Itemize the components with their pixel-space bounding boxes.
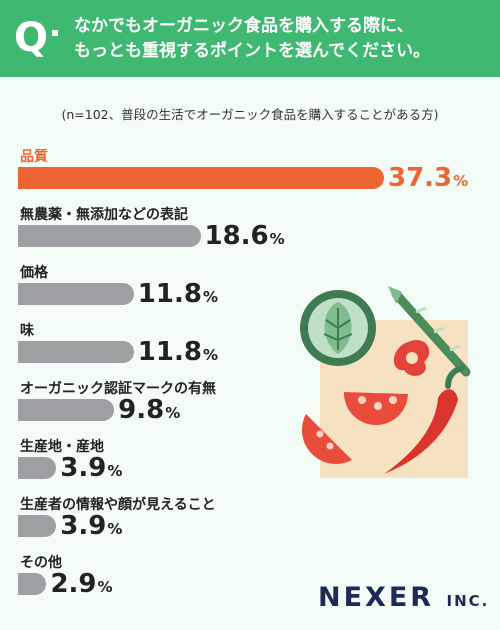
bar-label: 価格 [20, 265, 48, 281]
value-label: 3.9% [60, 513, 122, 542]
value-label: 9.8% [118, 397, 180, 426]
value-unit: % [107, 520, 123, 538]
chili-pepper-icon [384, 365, 465, 474]
value-number: 11.8 [137, 337, 202, 367]
question-title-line1: なかでもオーガニック食品を購入する際に、 [74, 16, 414, 36]
bar [18, 399, 115, 421]
question-title: なかでもオーガニック食品を購入する際に、 もっとも重視するポイントを選んでくださ… [74, 14, 494, 64]
question-dot [52, 30, 58, 36]
tomato-slice-icon [343, 392, 408, 426]
bar-label: 無農薬・無添加などの表記 [20, 207, 188, 223]
value-label: 3.9% [60, 455, 122, 484]
bar [18, 573, 47, 595]
bar [18, 225, 201, 247]
value-number: 18.6 [204, 221, 269, 251]
value-number: 37.3 [388, 163, 453, 193]
value-unit: % [165, 404, 181, 422]
asparagus-icon [388, 286, 471, 377]
cabbage-icon [300, 290, 376, 366]
value-unit: % [202, 288, 218, 306]
bar [18, 167, 384, 189]
header-banner: Q なかでもオーガニック食品を購入する際に、 もっとも重視するポイントを選んでく… [0, 0, 500, 77]
value-label: 11.8% [138, 339, 218, 368]
value-unit: % [269, 230, 285, 248]
value-label: 11.8% [138, 281, 218, 310]
bar-label: 生産地・産地 [20, 439, 104, 455]
pepper-ring-icon [393, 340, 430, 376]
value-unit: % [202, 346, 218, 364]
logo-suffix: INC. [446, 592, 490, 610]
value-label: 37.3% [388, 165, 468, 194]
vegetables-illustration [300, 286, 471, 478]
value-number: 3.9 [60, 453, 107, 483]
nexer-logo: NEXER INC. [318, 582, 489, 613]
value-number: 2.9 [50, 569, 97, 599]
question-mark-label: Q [14, 15, 49, 61]
bar-label: 味 [20, 323, 34, 339]
question-title-line2: もっとも重視するポイントを選んでください。 [74, 41, 431, 61]
bar-label: 品質 [20, 149, 48, 165]
value-unit: % [97, 578, 113, 596]
value-number: 11.8 [137, 279, 202, 309]
value-unit: % [453, 172, 469, 190]
bar [18, 457, 57, 479]
value-number: 9.8 [118, 395, 165, 425]
tomato-slice-icon-2 [302, 414, 352, 464]
logo-name: NEXER [318, 582, 435, 613]
bar-label: 生産者の情報や顔が見えること [20, 497, 216, 513]
bar [18, 341, 134, 363]
bar-label: その他 [20, 555, 62, 571]
bar [18, 515, 57, 537]
sample-note: (n=102、普段の生活でオーガニック食品を購入することがある方) [61, 107, 439, 122]
value-unit: % [107, 462, 123, 480]
bar-label: オーガニック認証マークの有無 [20, 381, 216, 397]
value-number: 3.9 [60, 511, 107, 541]
bar [18, 283, 134, 305]
value-label: 2.9% [50, 571, 112, 600]
value-label: 18.6% [205, 223, 285, 252]
